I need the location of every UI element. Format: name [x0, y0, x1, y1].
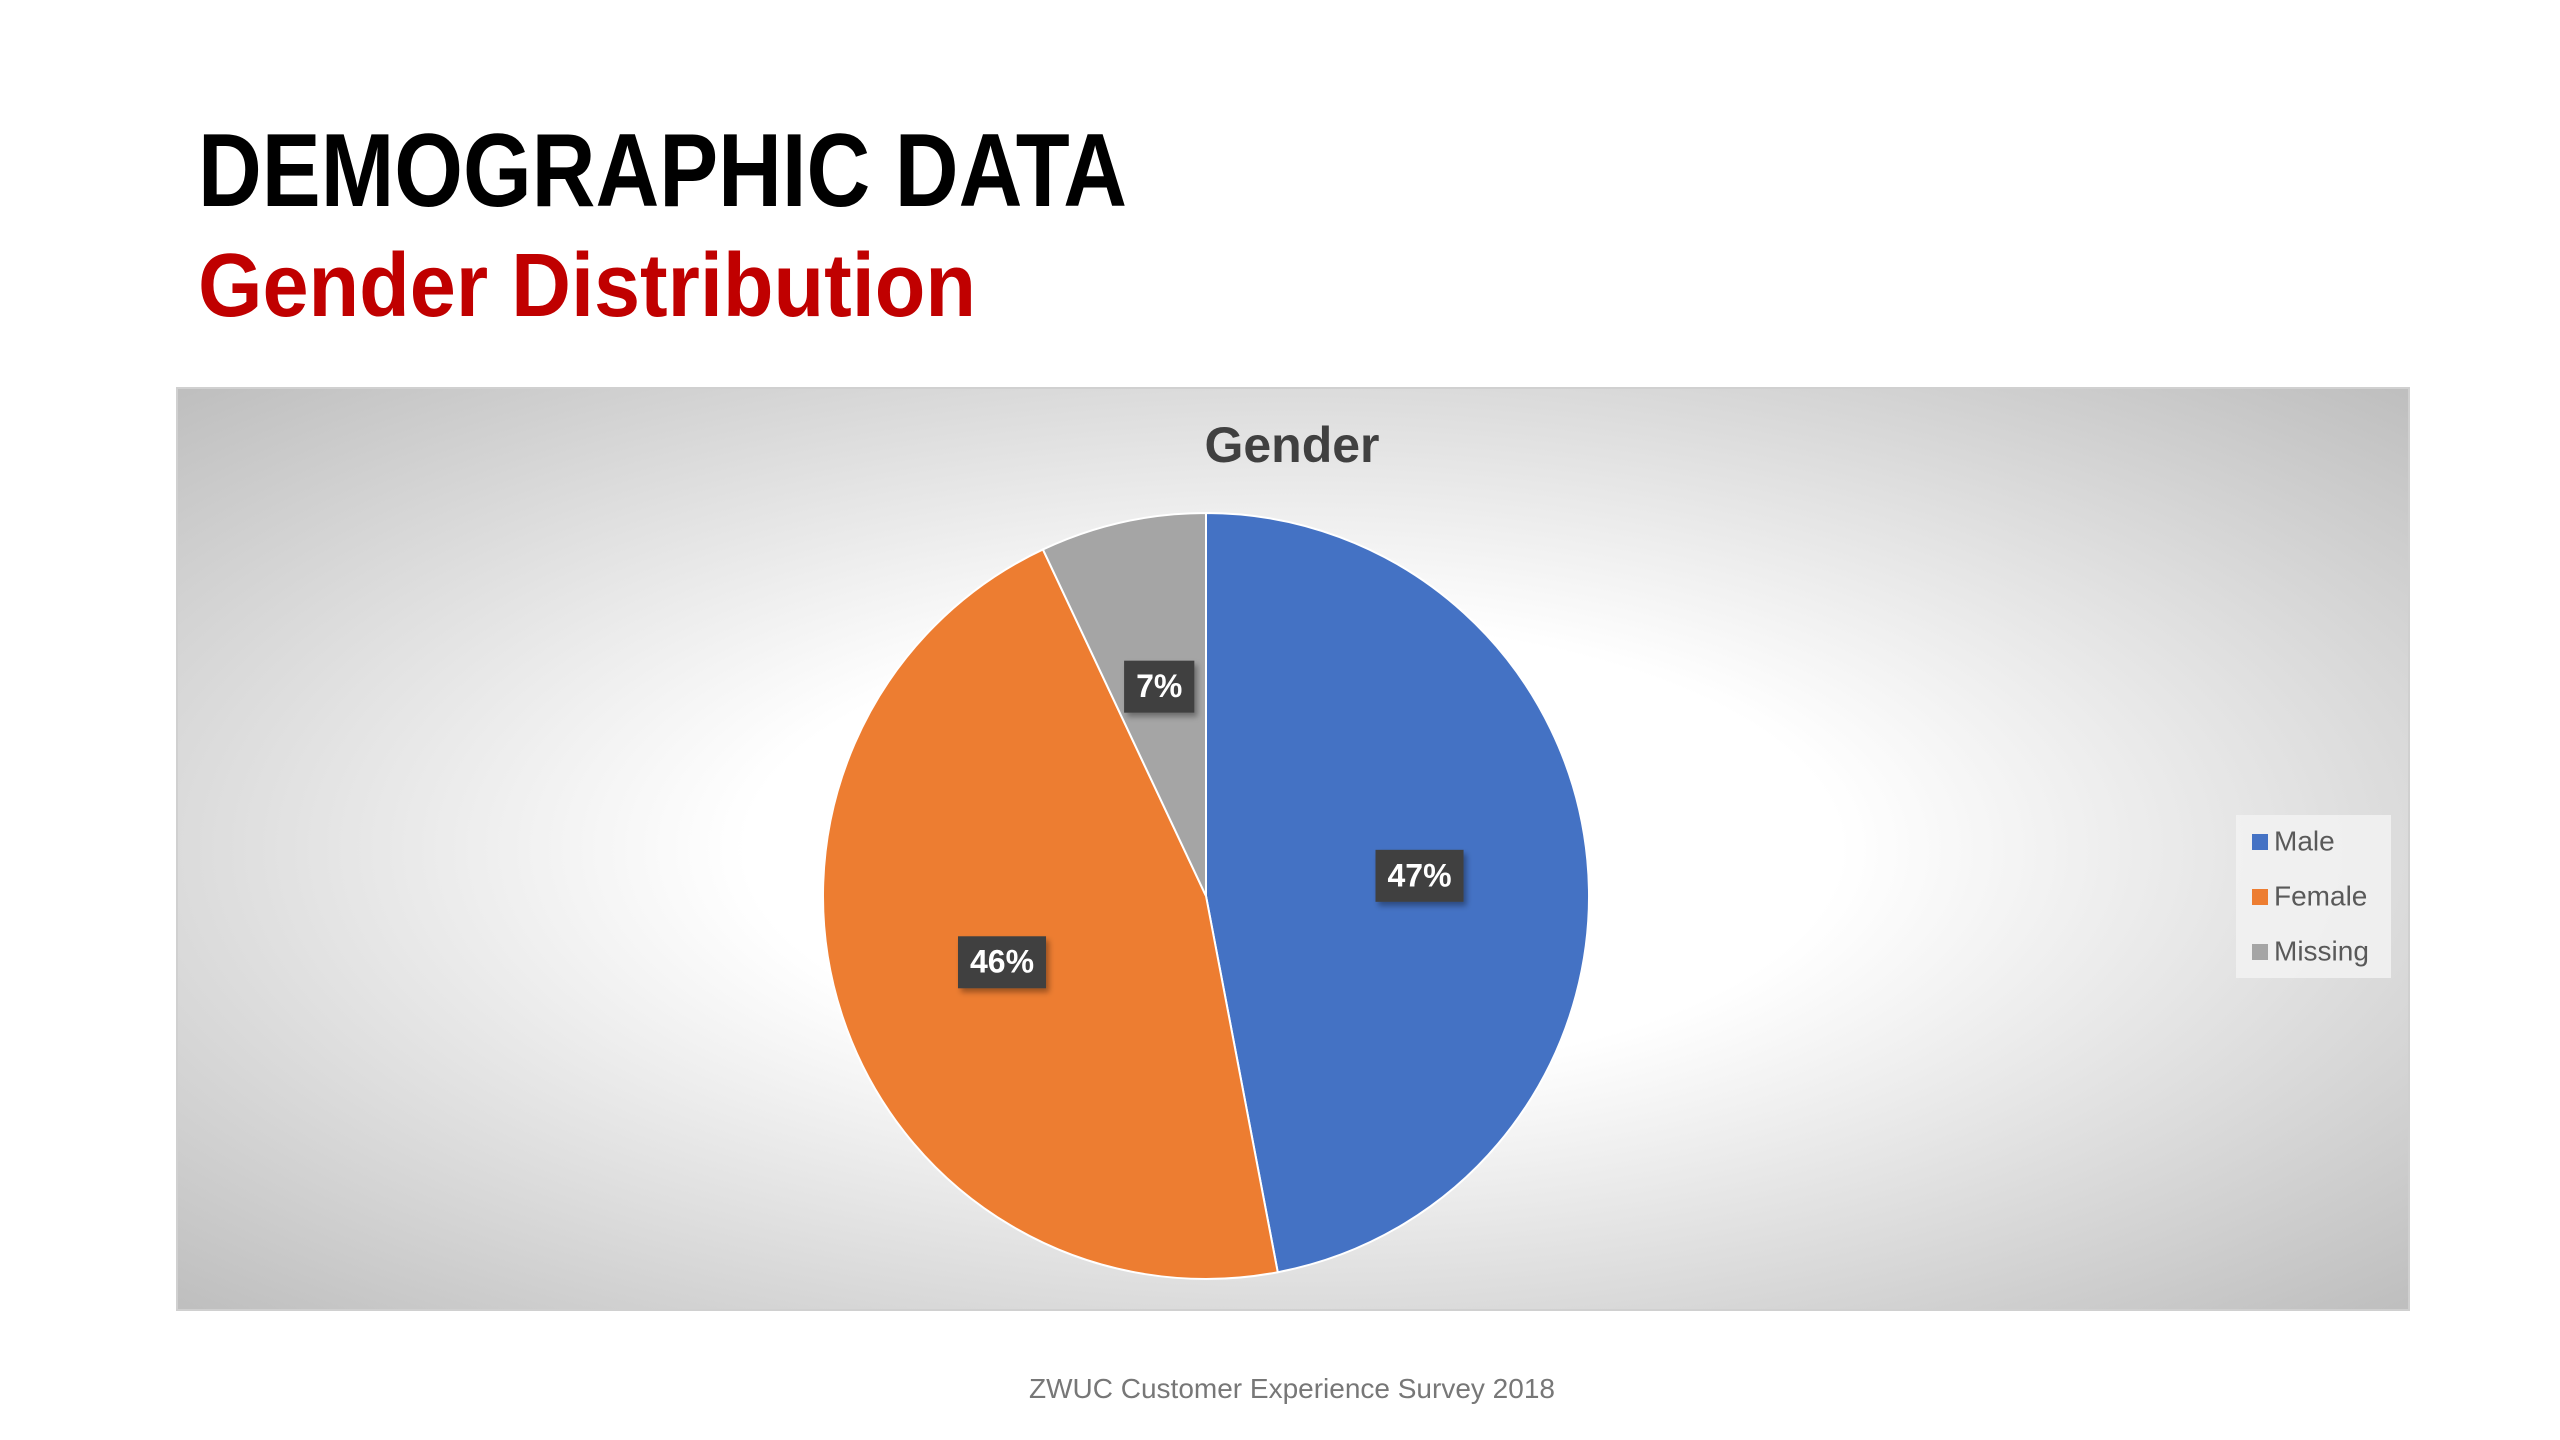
data-label: 47%	[1375, 849, 1464, 902]
legend-label: Female	[2274, 880, 2367, 911]
legend-label: Missing	[2274, 935, 2369, 966]
data-label-box	[957, 936, 1047, 989]
pie-slice	[822, 548, 1279, 1280]
data-label: 46%	[957, 936, 1047, 989]
data-label: 7%	[1124, 660, 1195, 713]
chart-title: Gender	[1204, 417, 1379, 473]
legend-swatch	[2252, 944, 2268, 960]
data-label-box	[1124, 660, 1195, 713]
data-label-text: 7%	[1136, 668, 1182, 704]
slide-subtitle: Gender Distribution	[198, 236, 976, 336]
legend-swatch	[2252, 834, 2268, 850]
data-label-text: 47%	[1388, 857, 1452, 893]
pie: 47% 46% 7%	[822, 511, 1591, 1280]
data-label-text: 46%	[970, 944, 1034, 980]
legend-swatch	[2252, 889, 2268, 905]
legend-label: Male	[2274, 825, 2335, 856]
footer: ZWUC Customer Experience Survey 2018	[1029, 1373, 1555, 1404]
data-label-box	[1375, 849, 1464, 902]
slide-title: DEMOGRAPHIC DATA	[198, 113, 1127, 229]
